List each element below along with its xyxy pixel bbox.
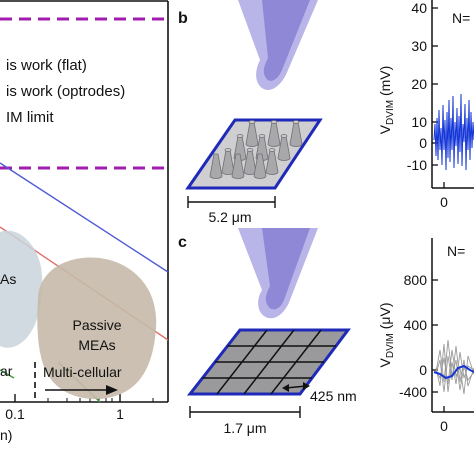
br-gray-traces bbox=[435, 339, 474, 395]
tr-y-tick-0: 0 bbox=[419, 135, 427, 151]
meas-region-blob bbox=[0, 230, 43, 348]
svg-text:VDVIM (μV): VDVIM (μV) bbox=[377, 303, 396, 368]
probe-tip-c-shade bbox=[262, 228, 310, 310]
br-y-axis-label: VDVIM (μV) bbox=[377, 303, 396, 368]
nanopillar-array bbox=[209, 120, 303, 179]
tr-n-label: N= bbox=[452, 10, 470, 26]
tr-y-tick-30: 30 bbox=[411, 38, 427, 54]
gap-arrow-head-left-icon bbox=[282, 384, 289, 392]
panel-bottom-right: N= 800 400 0 -400 0 VDVIM (μV) bbox=[377, 238, 474, 434]
tr-x-tick-0: 0 bbox=[440, 194, 448, 210]
x-axis-label-fragment: n) bbox=[0, 427, 12, 443]
br-x-tick-0: 0 bbox=[440, 418, 448, 434]
gap-arrow-head-right-icon bbox=[303, 382, 310, 390]
gap-label-c: 425 nm bbox=[310, 388, 357, 404]
cellular-label: ar bbox=[0, 363, 13, 379]
passive-label-line2: MEAs bbox=[78, 337, 115, 353]
panel-b: b 5.2 μm bbox=[178, 0, 323, 225]
br-n-label: N= bbox=[447, 243, 465, 259]
passive-label-line1: Passive bbox=[72, 317, 121, 333]
x-tick-label-0.1: 0.1 bbox=[5, 406, 25, 422]
legend-item-flat: is work (flat) bbox=[6, 57, 87, 74]
tr-voltage-trace bbox=[433, 93, 474, 171]
tr-y-tick-neg10: -10 bbox=[407, 157, 427, 173]
panel-b-letter: b bbox=[178, 10, 188, 27]
br-y-tick-0: 0 bbox=[419, 362, 427, 378]
legend-item-limit: IM limit bbox=[6, 109, 54, 126]
panel-c-letter: c bbox=[178, 234, 187, 251]
br-y-tick-400: 400 bbox=[404, 317, 428, 333]
probe-tip-b-shade bbox=[262, 0, 310, 81]
green-diagonal-line-left bbox=[0, 369, 15, 379]
br-mean-trace bbox=[433, 364, 474, 380]
panel-a: is work (flat) is work (optrodes) IM lim… bbox=[0, 0, 169, 443]
tr-y-tick-20: 20 bbox=[411, 76, 427, 92]
legend-item-optrodes: is work (optrodes) bbox=[6, 83, 125, 100]
scale-label-c: 1.7 μm bbox=[223, 420, 266, 436]
tr-y-axis-label: VDVIM (mV) bbox=[377, 66, 396, 135]
tr-y-tick-40: 40 bbox=[411, 0, 427, 16]
x-tick-label-1: 1 bbox=[116, 406, 124, 422]
gap-arrow bbox=[285, 385, 307, 389]
blue-diagonal-line bbox=[0, 162, 169, 273]
grid-lines bbox=[202, 329, 336, 395]
scale-label-b: 5.2 μm bbox=[208, 209, 251, 225]
meas-region-label: As bbox=[0, 271, 16, 287]
passive-mea-region-blob bbox=[37, 257, 157, 400]
br-y-tick-800: 800 bbox=[404, 272, 428, 288]
br-y-tick-neg400: -400 bbox=[399, 384, 427, 400]
panel-top-right: N= 40 30 20 10 0 -10 0 VDVIM (mV) bbox=[377, 0, 474, 210]
multi-cellular-label: Multi-cellular bbox=[43, 364, 122, 380]
panel-c: c 425 nm 1.7 μm bbox=[178, 228, 357, 436]
arrow-head-icon bbox=[106, 385, 118, 395]
tr-y-tick-10: 10 bbox=[411, 114, 427, 130]
svg-text:VDVIM (mV): VDVIM (mV) bbox=[377, 66, 396, 135]
